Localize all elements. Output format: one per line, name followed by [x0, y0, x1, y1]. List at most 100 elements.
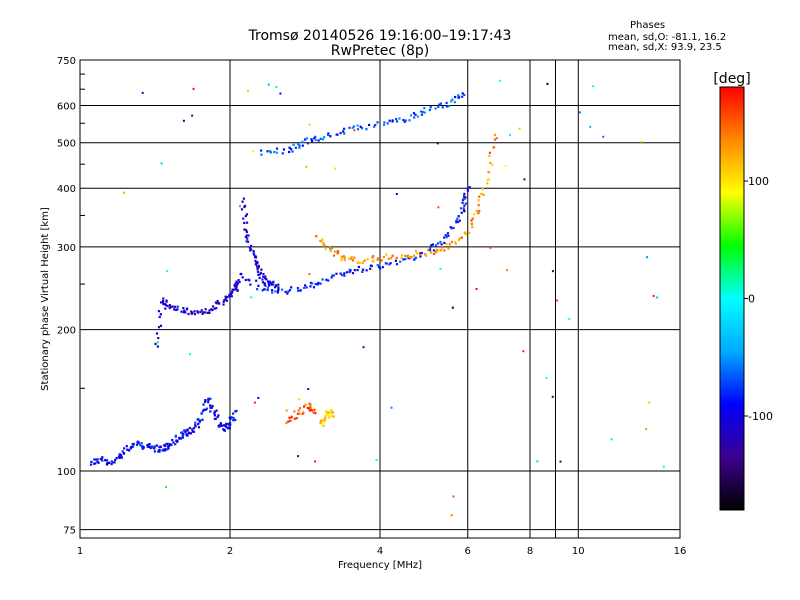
- data-point: [202, 403, 205, 406]
- data-point: [447, 247, 450, 250]
- data-point: [165, 448, 168, 451]
- data-point: [449, 226, 452, 229]
- data-point: [351, 126, 354, 129]
- data-point: [183, 309, 186, 312]
- data-point: [147, 444, 150, 447]
- data-point: [347, 257, 351, 260]
- data-point: [114, 458, 117, 462]
- data-point: [208, 309, 211, 312]
- data-point: [488, 151, 492, 154]
- data-point: [234, 282, 237, 285]
- data-point: [213, 414, 216, 417]
- data-point: [276, 289, 280, 292]
- data-point: [464, 196, 467, 199]
- noise-point: [579, 111, 582, 114]
- data-point: [217, 414, 220, 417]
- data-point: [192, 427, 196, 430]
- data-point: [389, 262, 392, 265]
- data-point: [400, 256, 403, 260]
- data-point: [446, 232, 450, 235]
- data-point: [376, 257, 380, 260]
- data-point: [131, 445, 134, 449]
- data-point: [157, 336, 160, 340]
- data-point: [228, 424, 231, 427]
- data-point: [460, 211, 463, 214]
- data-point: [171, 305, 174, 308]
- data-point: [288, 146, 291, 150]
- data-point: [95, 458, 98, 461]
- data-point: [184, 430, 187, 433]
- data-point: [452, 226, 455, 230]
- data-point: [340, 258, 343, 261]
- data-point: [266, 150, 269, 153]
- data-point: [258, 276, 261, 280]
- noise-point: [156, 341, 159, 344]
- data-point: [438, 103, 441, 106]
- data-point: [310, 409, 313, 412]
- data-point: [357, 265, 361, 269]
- data-point: [255, 279, 258, 282]
- data-point: [443, 249, 446, 252]
- data-point: [213, 410, 217, 413]
- data-point: [287, 290, 290, 293]
- data-point: [339, 131, 342, 135]
- data-point: [130, 446, 133, 449]
- data-point: [433, 252, 436, 255]
- noise-point: [610, 438, 613, 441]
- data-point: [312, 286, 316, 289]
- data-point: [323, 244, 326, 247]
- data-point: [341, 256, 344, 259]
- data-point: [372, 254, 375, 258]
- data-point: [209, 397, 212, 400]
- data-point: [261, 289, 264, 292]
- data-point: [247, 234, 250, 237]
- data-point: [225, 422, 228, 425]
- data-point: [185, 432, 188, 435]
- data-point: [395, 263, 399, 266]
- data-point: [340, 273, 344, 277]
- data-point: [139, 444, 142, 447]
- data-point: [489, 161, 492, 164]
- data-point: [495, 137, 498, 140]
- data-point: [466, 189, 469, 192]
- data-point: [244, 214, 247, 218]
- data-point: [343, 274, 346, 277]
- data-point: [457, 94, 460, 97]
- data-point: [381, 266, 384, 269]
- data-point: [423, 111, 426, 114]
- colorbar-label: [deg]: [713, 71, 750, 87]
- data-point: [463, 197, 466, 200]
- data-point: [154, 342, 157, 346]
- data-point: [420, 251, 423, 255]
- data-point: [207, 397, 210, 400]
- data-point: [153, 445, 156, 448]
- data-point: [412, 112, 416, 115]
- data-point: [487, 178, 490, 181]
- data-point: [270, 289, 274, 292]
- data-point: [471, 226, 474, 229]
- data-point: [255, 261, 258, 264]
- data-point: [435, 248, 438, 251]
- data-point: [382, 256, 385, 259]
- data-point: [254, 256, 258, 259]
- data-point: [182, 433, 185, 436]
- data-point: [243, 205, 246, 209]
- data-point: [140, 442, 143, 445]
- data-point: [184, 311, 187, 314]
- data-point: [239, 272, 242, 276]
- data-point: [385, 253, 388, 256]
- data-point: [457, 238, 461, 242]
- data-point: [371, 260, 374, 263]
- data-point: [93, 458, 96, 461]
- noise-point: [652, 294, 655, 297]
- data-point: [159, 445, 162, 448]
- data-point: [434, 107, 437, 110]
- chart-title: Tromsø 20140526 19:16:00–19:17:43: [248, 28, 512, 44]
- noise-point: [489, 246, 492, 249]
- data-point: [263, 283, 266, 286]
- data-point: [455, 221, 458, 224]
- data-point: [441, 106, 444, 109]
- data-point: [297, 409, 300, 412]
- data-point: [465, 233, 468, 236]
- data-point: [233, 284, 236, 287]
